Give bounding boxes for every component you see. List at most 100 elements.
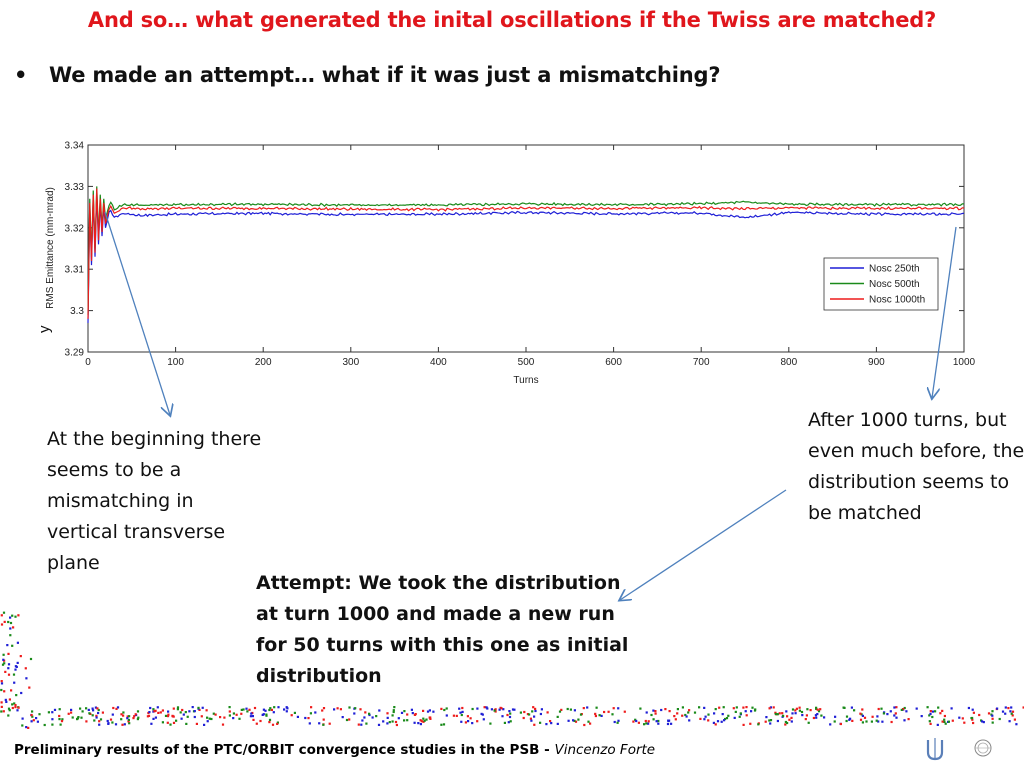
wave-particle	[185, 722, 188, 725]
wave-particle	[790, 716, 793, 719]
wave-particle	[126, 715, 129, 718]
wave-particle	[654, 712, 657, 715]
wave-particle	[639, 707, 642, 710]
wave-particle	[790, 720, 793, 723]
wave-particle	[534, 707, 537, 710]
wave-particle	[929, 710, 932, 713]
wave-particle	[264, 709, 267, 712]
wave-particle	[798, 709, 801, 712]
wave-particle	[24, 667, 27, 670]
wave-particle	[819, 708, 822, 711]
wave-particle	[937, 706, 940, 709]
wave-particle	[749, 722, 752, 725]
wave-particle	[426, 710, 430, 713]
wave-particle	[645, 722, 648, 725]
y-tick-label: 3.29	[65, 348, 85, 359]
wave-particle	[714, 708, 717, 711]
wave-particle	[95, 714, 98, 717]
psb-logo-icon	[926, 738, 944, 761]
wave-particle	[368, 712, 371, 715]
wave-particle	[567, 719, 570, 722]
wave-particle	[53, 708, 57, 711]
wave-particle	[1009, 710, 1012, 713]
wave-particle	[859, 712, 862, 715]
wave-particle	[14, 706, 17, 709]
wave-particle	[839, 722, 842, 726]
wave-particle	[14, 615, 17, 618]
wave-particle	[1, 663, 5, 666]
y-tick-label: 3.34	[65, 141, 85, 152]
wave-particle	[277, 706, 280, 709]
wave-particle	[308, 722, 311, 725]
wave-particle	[111, 713, 114, 716]
wave-particle	[971, 708, 974, 711]
wave-particle	[314, 711, 317, 714]
wave-particle	[714, 723, 717, 726]
wave-particle	[534, 709, 537, 713]
wave-particle	[753, 709, 757, 712]
wave-particle	[167, 713, 170, 716]
wave-particle	[805, 714, 808, 717]
wave-particle	[703, 706, 706, 709]
wave-particle	[634, 718, 637, 721]
wave-particle	[214, 713, 217, 716]
wave-particle	[203, 723, 206, 726]
y-tick-label: 3.3	[70, 306, 84, 317]
wave-particle	[738, 715, 741, 718]
wave-particle	[882, 712, 885, 715]
wave-particle	[3, 690, 6, 693]
wave-particle	[566, 707, 569, 711]
wave-particle	[600, 714, 603, 717]
wave-particle	[137, 716, 140, 719]
wave-particle	[2, 658, 5, 661]
wave-particle	[991, 717, 994, 720]
wave-particle	[865, 720, 868, 723]
wave-particle	[133, 715, 136, 718]
wave-particle	[1011, 710, 1015, 713]
wave-particle	[111, 721, 114, 724]
wave-particle	[490, 708, 493, 711]
wave-particle	[893, 714, 896, 717]
wave-particle	[943, 718, 946, 721]
wave-particle	[815, 716, 818, 719]
wave-particle	[574, 720, 578, 723]
wave-particle	[3, 662, 6, 665]
wave-particle	[508, 710, 511, 713]
y-tick-label: 3.33	[65, 182, 85, 193]
wave-particle	[768, 719, 771, 722]
wave-particle	[931, 710, 934, 713]
wave-particle	[3, 620, 6, 623]
wave-particle	[164, 714, 168, 717]
wave-particle	[623, 710, 626, 713]
wave-particle	[673, 715, 676, 718]
wave-particle	[116, 706, 120, 709]
wave-particle	[17, 614, 20, 617]
wave-particle	[849, 717, 852, 720]
wave-particle	[732, 707, 735, 710]
wave-particle	[607, 710, 610, 713]
wave-particle	[38, 713, 41, 716]
wave-particle	[744, 710, 747, 713]
wave-particle	[539, 721, 542, 724]
wave-particle	[654, 710, 657, 713]
wave-particle	[134, 713, 137, 716]
wave-particle	[699, 717, 702, 720]
wave-particle	[386, 712, 389, 715]
wave-particle	[657, 719, 660, 723]
wave-particle	[285, 710, 288, 713]
wave-particle	[657, 722, 660, 725]
wave-particle	[500, 707, 503, 710]
wave-particle	[321, 709, 324, 712]
wave-particle	[617, 719, 620, 722]
wave-particle	[172, 721, 176, 724]
wave-particle	[262, 708, 265, 711]
wave-particle	[410, 708, 413, 711]
wave-particle	[268, 718, 272, 721]
note-attempt: Attempt: We took the distribution at tur…	[256, 572, 629, 687]
wave-particle	[176, 706, 180, 709]
wave-particle	[611, 713, 614, 716]
wave-particle	[136, 710, 140, 713]
wave-particle	[801, 714, 804, 717]
legend-label: Nosc 250th	[869, 264, 920, 275]
wave-particle	[560, 708, 563, 711]
